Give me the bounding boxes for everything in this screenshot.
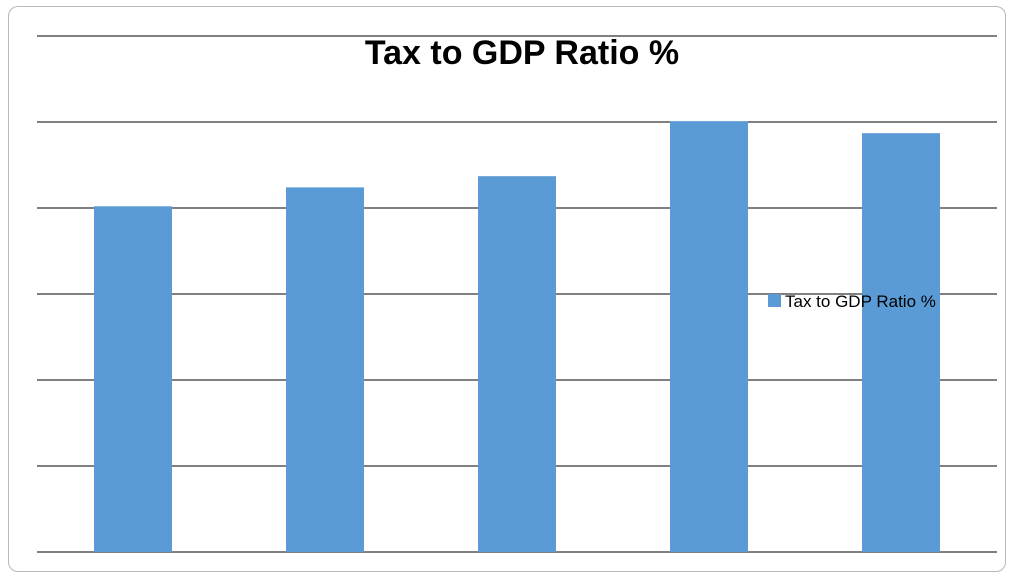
legend: Tax to GDP Ratio % bbox=[768, 292, 936, 311]
bar bbox=[862, 133, 940, 552]
bars bbox=[94, 121, 940, 553]
legend-swatch bbox=[768, 294, 781, 307]
bar bbox=[94, 206, 172, 552]
bar bbox=[478, 176, 556, 552]
chart-title: Tax to GDP Ratio % bbox=[365, 34, 679, 72]
bar bbox=[670, 121, 748, 552]
legend-label: Tax to GDP Ratio % bbox=[785, 292, 936, 311]
bar bbox=[286, 187, 364, 553]
